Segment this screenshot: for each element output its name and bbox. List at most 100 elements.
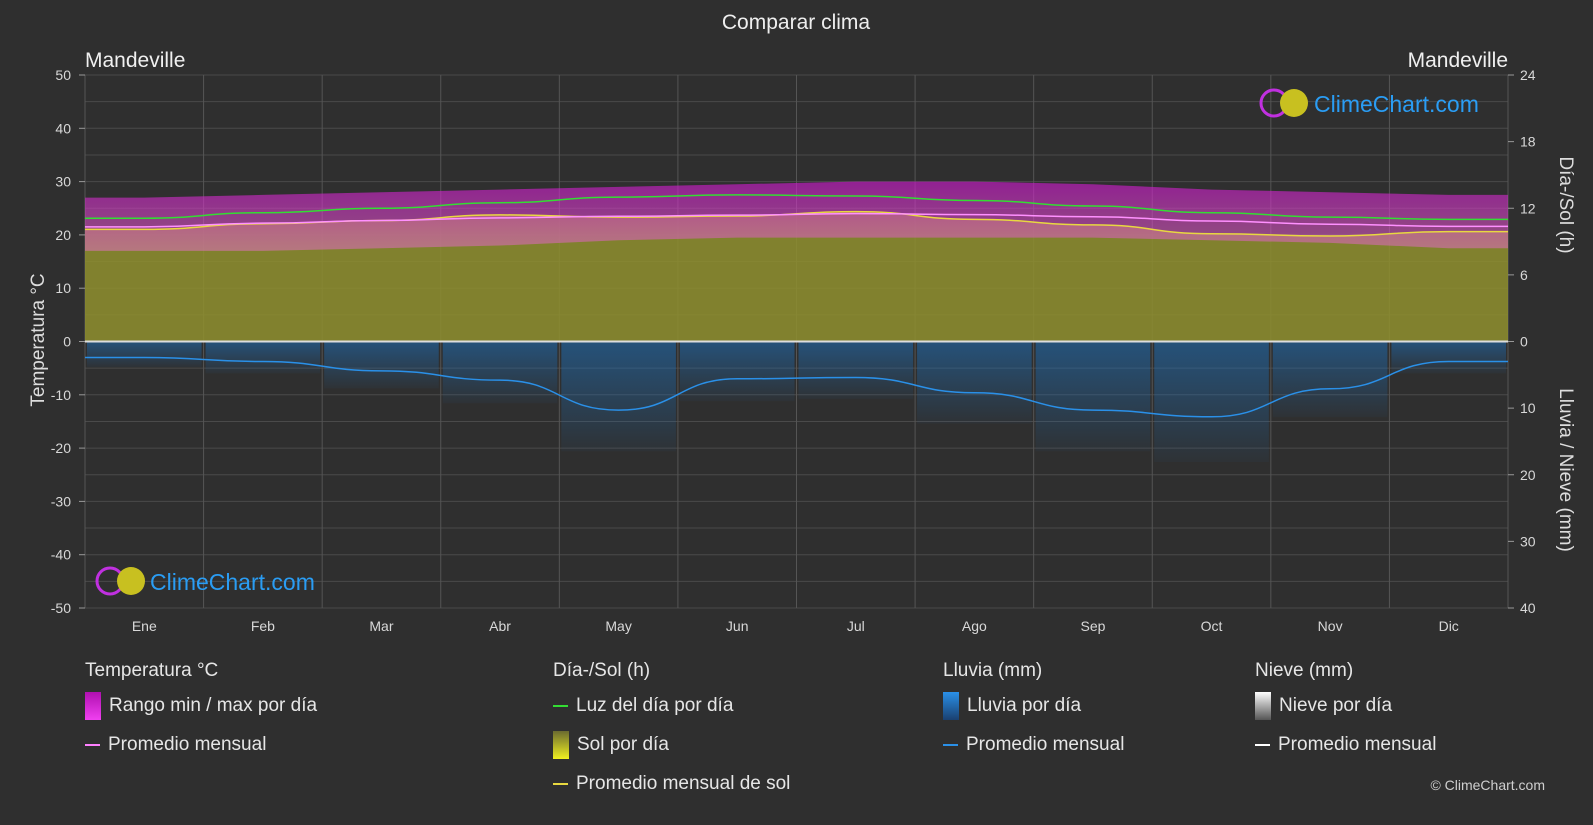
logo-sun-icon — [117, 567, 145, 595]
tick-month: Ene — [132, 618, 157, 634]
legend-temp-range: Rango min / max por día — [85, 686, 317, 725]
legend-snow-avg: Promedio mensual — [1255, 725, 1436, 764]
y-axis-right-bottom-label: Lluvia / Nieve (mm) — [1555, 388, 1576, 552]
tick-month: Sep — [1080, 618, 1105, 634]
temp-avg-line — [85, 212, 1508, 228]
legend-temp-avg-label: Promedio mensual — [108, 733, 267, 755]
legend-temp-heading: Temperatura °C — [85, 660, 219, 681]
location-right: Mandeville — [1408, 49, 1508, 72]
tick-rain: 20 — [1520, 467, 1536, 483]
tick-rain: 40 — [1520, 600, 1536, 616]
legend-snow-daily-label: Nieve por día — [1279, 694, 1393, 716]
legend-temp-range-label: Rango min / max por día — [109, 694, 318, 716]
tick-temp: -10 — [51, 387, 71, 403]
tick-month: Nov — [1318, 618, 1343, 634]
y-axis-right-top-label: Día-/Sol (h) — [1555, 156, 1576, 253]
data-lines — [84, 194, 1508, 418]
tick-sun: 24 — [1520, 67, 1536, 83]
y-axis-left-label: Temperatura °C — [28, 273, 49, 406]
rain-bar — [1154, 341, 1269, 462]
legend-rain-heading: Lluvia (mm) — [943, 660, 1043, 681]
tick-month: Jul — [847, 618, 865, 634]
legend-rain: Lluvia (mm) Lluvia por día Promedio mens… — [943, 660, 1124, 764]
brand-logo-bottom: ClimeChart.com — [95, 566, 315, 596]
legend-rain-avg: Promedio mensual — [943, 725, 1124, 764]
rain-bar — [87, 341, 202, 368]
logo-sun-icon — [1280, 89, 1308, 117]
daylight-swatch — [553, 704, 568, 707]
tick-temp: -30 — [51, 493, 71, 509]
legend-snow-daily: Nieve por día — [1255, 686, 1436, 725]
legend-rain-daily: Lluvia por día — [943, 686, 1124, 725]
rain-bar — [205, 341, 321, 374]
rain-swatch — [943, 691, 959, 720]
legend-sunshine-label: Sol por día — [577, 733, 669, 755]
brand-logo-top: ClimeChart.com — [1259, 88, 1479, 118]
legend-snow-avg-label: Promedio mensual — [1278, 733, 1437, 755]
data-bands — [85, 181, 1508, 462]
legend-snow-heading: Nieve (mm) — [1255, 660, 1354, 681]
tick-month: Mar — [369, 618, 393, 634]
tick-temp: 10 — [55, 280, 71, 296]
brand-text-bottom: ClimeChart.com — [150, 569, 315, 595]
legend: Temperatura °C Rango min / max por día P… — [0, 660, 1593, 810]
tick-sun: 12 — [1520, 200, 1536, 216]
rain-bar — [1272, 341, 1388, 418]
rain-bar — [798, 341, 914, 400]
tick-rain: 30 — [1520, 533, 1536, 549]
rain-bar — [917, 341, 1032, 424]
tick-month: Feb — [251, 618, 275, 634]
tick-rain: 10 — [1520, 400, 1536, 416]
legend-sunshine-avg-label: Promedio mensual de sol — [576, 772, 791, 794]
tick-temp: 30 — [55, 174, 71, 190]
legend-temp-avg: Promedio mensual — [85, 725, 317, 764]
legend-sun-heading: Día-/Sol (h) — [553, 660, 651, 681]
brand-text-top: ClimeChart.com — [1314, 91, 1479, 117]
rain-bar — [679, 341, 795, 402]
legend-sun: Día-/Sol (h) Luz del día por día Sol por… — [553, 660, 790, 803]
sunshine-swatch — [553, 730, 569, 759]
rain-bar — [442, 341, 558, 404]
tick-month: Abr — [489, 618, 511, 634]
rain-bar — [324, 341, 439, 389]
legend-rain-avg-label: Promedio mensual — [966, 733, 1125, 755]
climate-chart: Comparar clima Mandeville Mandeville 50 4… — [28, 11, 1576, 634]
tick-month: Ago — [962, 618, 987, 634]
tick-temp: -40 — [51, 547, 71, 563]
legend-sunshine: Sol por día — [553, 725, 790, 764]
tick-temp: 20 — [55, 227, 71, 243]
legend-sunshine-avg: Promedio mensual de sol — [553, 764, 790, 803]
tick-month: Jun — [726, 618, 749, 634]
legend-rain-daily-label: Lluvia por día — [967, 694, 1082, 716]
legend-daylight: Luz del día por día — [553, 686, 790, 725]
temp-range-band — [85, 181, 1508, 251]
tick-sun: 18 — [1520, 134, 1536, 150]
legend-snow: Nieve (mm) Nieve por día Promedio mensua… — [1255, 660, 1436, 764]
rain-avg-line — [85, 356, 1508, 418]
rain-bar — [561, 341, 676, 452]
temp-range-swatch — [85, 691, 101, 720]
tick-sun: 6 — [1520, 267, 1528, 283]
legend-daylight-label: Luz del día por día — [576, 694, 734, 716]
snow-swatch — [1255, 691, 1271, 720]
tick-temp: 50 — [55, 67, 71, 83]
tick-sun: 0 — [1520, 334, 1528, 350]
snow-avg-swatch — [1255, 743, 1270, 746]
daylight-line — [85, 194, 1508, 221]
tick-temp: -50 — [51, 600, 71, 616]
rain-bar — [1391, 341, 1506, 374]
chart-title: Comparar clima — [722, 11, 871, 34]
rain-avg-swatch — [943, 743, 958, 746]
sunshine-avg-swatch — [553, 782, 568, 785]
tick-temp: -20 — [51, 440, 71, 456]
axis-ticks: 50 40 30 20 10 0 -10 -20 -30 -40 -50 24 18 12 6 0 10 20 30… — [51, 67, 1536, 634]
tick-month: Oct — [1201, 618, 1223, 634]
legend-temp: Temperatura °C Rango min / max por día P… — [85, 660, 317, 764]
location-left: Mandeville — [85, 49, 185, 72]
tick-month: May — [605, 618, 631, 634]
tick-month: Dic — [1439, 618, 1459, 634]
copyright: © ClimeChart.com — [1430, 777, 1545, 793]
tick-temp: 0 — [63, 334, 71, 350]
rain-bar — [1035, 341, 1151, 452]
temp-avg-swatch — [85, 743, 100, 746]
